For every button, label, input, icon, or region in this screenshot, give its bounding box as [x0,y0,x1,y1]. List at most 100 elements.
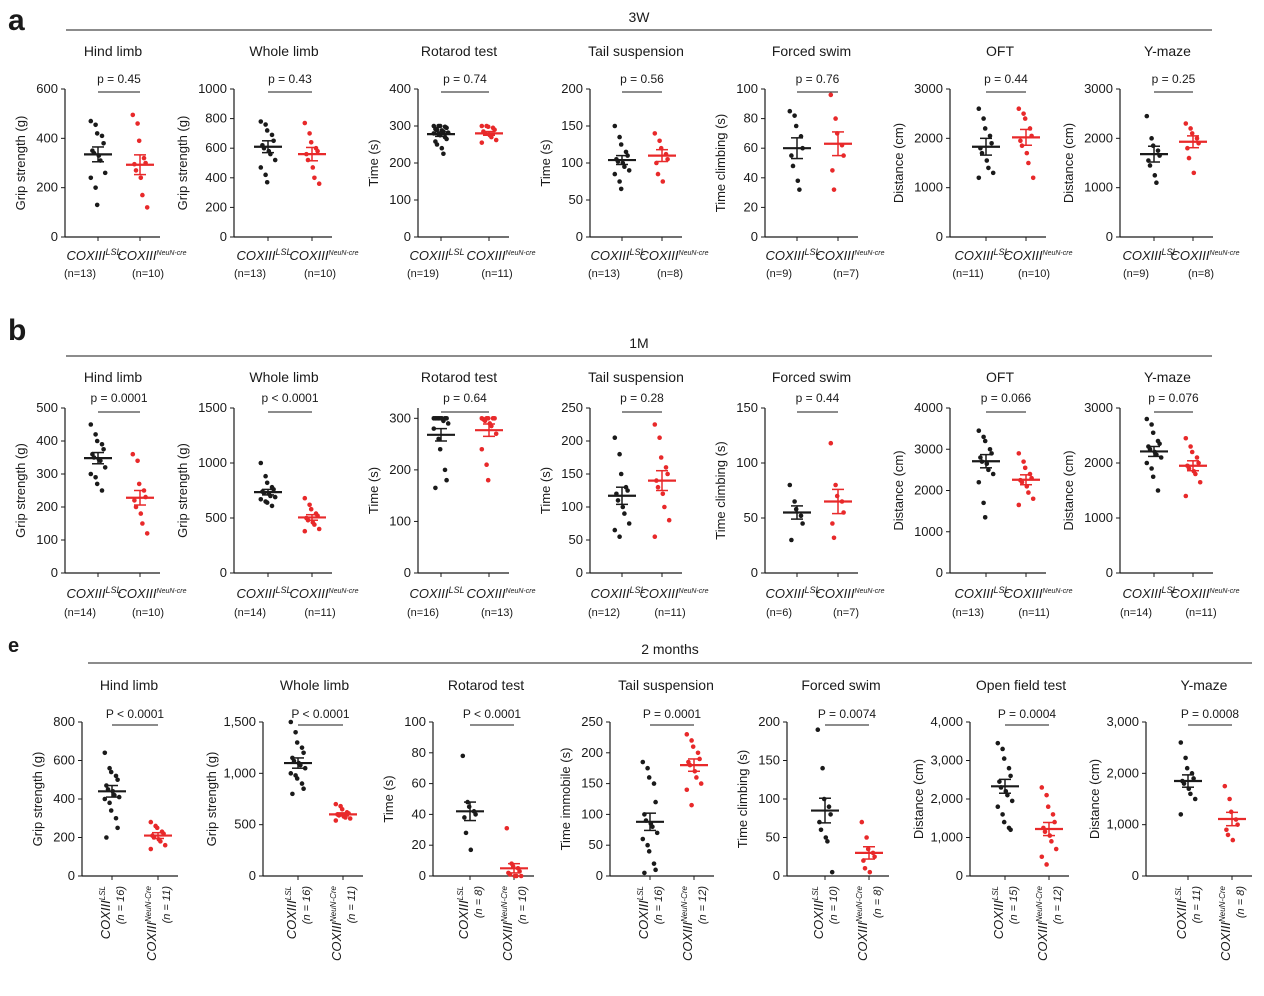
data-point [130,451,136,457]
data-point [982,126,988,131]
data-point [258,497,264,502]
data-point [1000,812,1005,817]
data-point [787,482,793,488]
data-point [264,179,270,185]
p-value: P = 0.0004 [998,707,1056,721]
data-point [660,491,666,497]
data-point [815,727,821,732]
data-point [1194,136,1200,141]
p-value: p = 0.28 [620,391,664,405]
subplot-a-6: OFT p = 0.44 0 1000 2000 3000 Distance (cm) COX… [891,43,1073,280]
y-tick-label: 200 [561,433,583,448]
y-tick-label: 100 [404,714,426,729]
data-point [1044,862,1049,867]
data-point [444,136,449,142]
data-point [1039,854,1045,860]
subplot-b-4: Tail suspension p = 0.28 0 50 100 150 200 250 Ti… [538,369,709,619]
data-point [689,738,694,743]
y-tick-label: 400 [36,433,58,448]
x-group-n: (n=13) [234,268,266,280]
data-point [1178,812,1184,817]
section-header: 3W [629,9,651,25]
data-point [264,500,270,505]
data-point [333,801,339,807]
y-axis-label: Grip strength (g) [175,116,190,211]
x-group-label: COXIIINeuN-cre [290,248,359,263]
data-point [1191,170,1197,176]
y-tick-label: 1000 [198,455,227,470]
group-mutant [680,732,708,808]
subplot-title: Whole limb [280,677,349,693]
data-point [1191,776,1196,781]
data-point [307,131,312,136]
data-point [444,125,449,131]
data-point [833,116,838,121]
data-point [1022,116,1028,121]
y-axis-label: Time (s) [538,139,553,186]
data-point [859,819,865,825]
y-tick-label: 60 [412,776,426,791]
data-point [299,781,305,786]
data-point [981,500,986,506]
x-group-n: (n=11) [1185,607,1216,619]
data-point [479,446,485,452]
y-tick-label: 20 [412,837,426,852]
x-group-n: (n = 11) [161,886,173,924]
x-group-label: COXIIINeuN-Cre [1035,885,1050,961]
data-point [462,815,467,820]
data-point [258,165,264,170]
x-group-label: COXIIINeuN-cre [640,248,709,263]
data-point [518,873,524,879]
data-point [130,112,136,118]
data-point [112,792,117,798]
data-point [1144,460,1150,466]
y-tick-label: 2000 [914,130,943,145]
y-tick-label: 0 [751,229,758,244]
data-point [133,504,139,510]
x-group-n: (n=14) [64,607,96,619]
y-tick-label: 100 [736,455,758,470]
subplot-title: Whole limb [249,369,318,385]
x-group-n: (n=13) [64,268,96,280]
y-axis-label: Time (s) [538,467,553,514]
x-group-n: (n=6) [766,607,792,619]
data-point [982,438,988,444]
x-group-label: COXIIILSL [590,585,645,601]
y-tick-label: 200 [389,155,411,170]
subplot-title: Tail suspension [618,677,714,693]
group-mutant [824,440,852,541]
panel-letter: a [8,4,25,37]
y-axis-label: Distance (cm) [911,759,926,839]
data-point [132,498,137,503]
data-point [987,133,993,139]
data-point [1026,160,1031,166]
group-control [972,106,1000,181]
data-point [101,140,106,146]
subplot-title: Tail suspension [588,43,684,59]
data-point [1188,126,1193,131]
data-point [622,164,627,169]
data-point [626,521,632,526]
subplot-title: Hind limb [100,677,159,693]
data-point [978,455,983,460]
data-point [269,503,275,509]
subplot-title: OFT [986,43,1014,59]
data-point [301,750,306,756]
x-group-label: COXIIINeuN-Cre [500,885,515,961]
data-point [1149,466,1154,471]
data-point [1016,451,1022,456]
y-tick-label: 50 [744,510,758,525]
x-group-n: (n = 16) [115,886,127,925]
x-group-label: COXIIILSL [954,247,1009,263]
data-point [445,421,451,426]
data-point [312,522,317,527]
data-point [1009,798,1015,804]
data-point [684,732,690,737]
data-point [1178,740,1184,745]
y-tick-label: 80 [744,111,758,126]
y-axis-label: Time climbing (s) [735,750,750,848]
x-group-label: COXIIILSL [954,585,1009,601]
y-tick-label: 3,000 [930,753,963,768]
data-point [162,842,168,848]
